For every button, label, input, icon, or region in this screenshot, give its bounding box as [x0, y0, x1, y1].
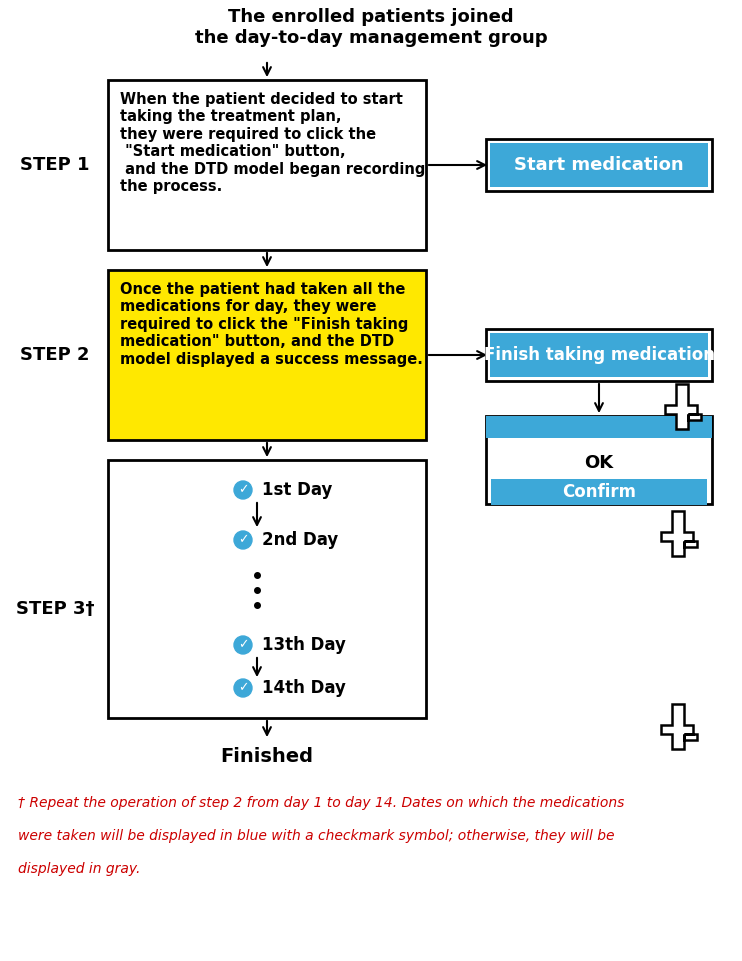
Text: When the patient decided to start
taking the treatment plan,
they were required : When the patient decided to start taking… — [120, 92, 425, 194]
FancyBboxPatch shape — [486, 416, 712, 504]
Text: ✓: ✓ — [237, 533, 249, 547]
FancyBboxPatch shape — [108, 270, 426, 440]
Circle shape — [234, 481, 252, 499]
Text: The enrolled patients joined
the day-to-day management group: The enrolled patients joined the day-to-… — [194, 8, 548, 47]
FancyBboxPatch shape — [490, 143, 708, 187]
Polygon shape — [660, 510, 697, 556]
FancyBboxPatch shape — [108, 80, 426, 250]
Text: Start medication: Start medication — [514, 156, 684, 174]
Circle shape — [234, 679, 252, 697]
Circle shape — [234, 636, 252, 654]
FancyBboxPatch shape — [108, 460, 426, 718]
Text: 1st Day: 1st Day — [262, 481, 332, 499]
Text: were taken will be displayed in blue with a checkmark symbol; otherwise, they wi: were taken will be displayed in blue wit… — [18, 829, 614, 843]
FancyBboxPatch shape — [491, 479, 707, 505]
Text: OK: OK — [585, 455, 614, 472]
Text: 2nd Day: 2nd Day — [262, 531, 338, 549]
Text: ✓: ✓ — [237, 681, 249, 695]
Text: Confirm: Confirm — [562, 483, 636, 501]
FancyBboxPatch shape — [486, 416, 712, 438]
Text: STEP 3†: STEP 3† — [16, 600, 94, 618]
FancyBboxPatch shape — [490, 333, 708, 377]
Text: 14th Day: 14th Day — [262, 679, 346, 697]
Text: ✓: ✓ — [237, 638, 249, 652]
Polygon shape — [660, 703, 697, 750]
Polygon shape — [665, 383, 700, 430]
Text: † Repeat the operation of step 2 from day 1 to day 14. Dates on which the medica: † Repeat the operation of step 2 from da… — [18, 796, 624, 810]
Text: ✓: ✓ — [237, 483, 249, 497]
Text: Finish taking medication: Finish taking medication — [484, 346, 715, 364]
Text: displayed in gray.: displayed in gray. — [18, 862, 140, 876]
Text: Once the patient had taken all the
medications for day, they were
required to cl: Once the patient had taken all the medic… — [120, 282, 423, 366]
Text: STEP 2: STEP 2 — [20, 346, 90, 364]
Text: 13th Day: 13th Day — [262, 636, 346, 654]
Text: STEP 1: STEP 1 — [20, 156, 90, 174]
Text: Finished: Finished — [220, 747, 314, 766]
Circle shape — [234, 531, 252, 549]
